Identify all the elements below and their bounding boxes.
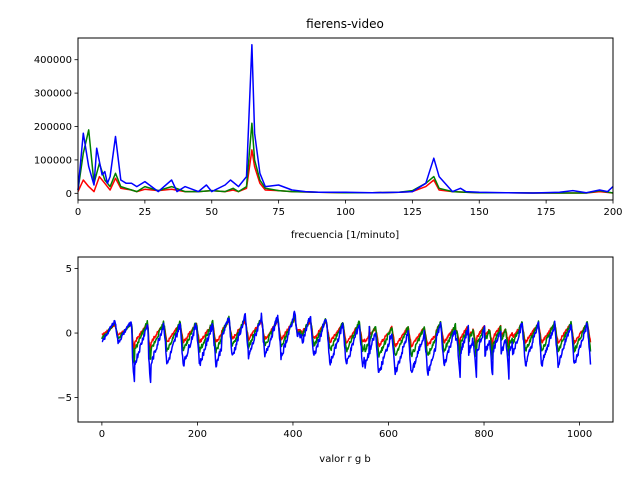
rgb-x-axis-label: valor r g b bbox=[319, 454, 370, 465]
chart-title: fierens-video bbox=[306, 17, 384, 31]
rgb-x-tick-label: 600 bbox=[379, 429, 398, 440]
spectrum-axes-frame bbox=[77, 37, 614, 201]
rgb-y-tick-label: 5 bbox=[66, 264, 72, 275]
spectrum-y-tick-label: 100000 bbox=[34, 155, 72, 166]
chart-spectrum: fierens-video 0 25 50 75 100 125 150 175 200 0 100… bbox=[34, 17, 623, 241]
spectrum-x-axis-label: frecuencia [1/minuto] bbox=[291, 230, 399, 241]
spectrum-x-tick-label: 200 bbox=[603, 207, 622, 218]
spectrum-x-tick-label: 25 bbox=[139, 207, 152, 218]
spectrum-series-group bbox=[77, 43, 614, 194]
rgb-tick-group: 0 200 400 600 800 1000 −5 0 5 bbox=[57, 264, 592, 440]
spectrum-y-tick-label: 200000 bbox=[34, 122, 72, 133]
rgb-series-group bbox=[101, 310, 592, 384]
spectrum-series-line-1 bbox=[77, 122, 614, 194]
rgb-x-tick-label: 400 bbox=[283, 429, 302, 440]
spectrum-x-tick-label: 175 bbox=[537, 207, 556, 218]
rgb-x-tick-label: 1000 bbox=[567, 429, 592, 440]
rgb-x-tick-label: 800 bbox=[474, 429, 493, 440]
chart-rgb-values: 0 200 400 600 800 1000 −5 0 5 valor r g b bbox=[57, 256, 614, 465]
rgb-y-tick-label: 0 bbox=[66, 329, 72, 340]
spectrum-y-tick-label: 0 bbox=[66, 189, 72, 200]
spectrum-x-tick-label: 50 bbox=[205, 207, 218, 218]
spectrum-tick-group: 0 25 50 75 100 125 150 175 200 0 100000 200000 30000… bbox=[34, 55, 623, 218]
spectrum-x-tick-label: 100 bbox=[336, 207, 355, 218]
spectrum-x-tick-label: 150 bbox=[470, 207, 489, 218]
rgb-series-line-2 bbox=[101, 310, 592, 384]
spectrum-series-line-2 bbox=[77, 43, 614, 194]
rgb-x-tick-label: 200 bbox=[188, 429, 207, 440]
rgb-y-tick-label: −5 bbox=[57, 393, 72, 404]
spectrum-y-tick-label: 300000 bbox=[34, 89, 72, 100]
spectrum-x-tick-label: 75 bbox=[272, 207, 285, 218]
rgb-x-tick-label: 0 bbox=[99, 429, 105, 440]
rgb-axes-frame bbox=[77, 256, 614, 423]
spectrum-y-tick-label: 400000 bbox=[34, 55, 72, 66]
spectrum-x-tick-label: 0 bbox=[75, 207, 81, 218]
spectrum-x-tick-label: 125 bbox=[403, 207, 422, 218]
